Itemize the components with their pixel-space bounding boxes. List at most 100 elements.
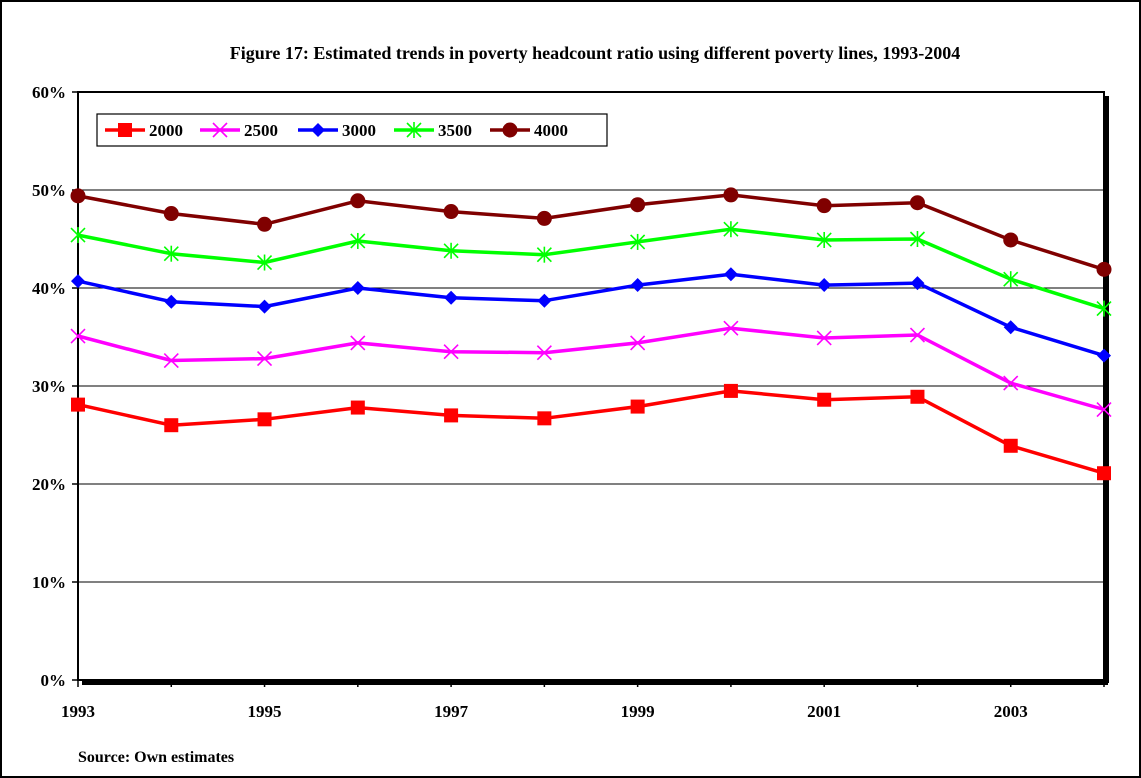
data-point	[817, 392, 832, 407]
series-2000	[71, 383, 1111, 481]
data-point	[536, 345, 552, 361]
data-point-stroke	[630, 335, 646, 351]
data-point	[164, 418, 179, 433]
x-tick-label: 1993	[61, 702, 95, 721]
data-point	[630, 233, 646, 250]
data-point	[444, 408, 459, 423]
data-point	[350, 232, 366, 249]
legend-label: 3000	[342, 121, 376, 140]
data-point	[163, 245, 179, 262]
legend-marker-stroke	[212, 122, 228, 138]
data-point	[256, 254, 273, 271]
series-line-2000	[77, 389, 1105, 475]
legend-item-4000: 4000	[490, 121, 568, 140]
data-point-stroke	[350, 335, 366, 351]
data-point	[909, 231, 926, 247]
data-point	[350, 335, 366, 351]
series-4000	[70, 187, 1112, 277]
data-point	[817, 278, 832, 293]
data-point	[816, 231, 832, 248]
data-point	[1003, 271, 1019, 288]
data-point	[1097, 466, 1111, 481]
data-point	[630, 335, 646, 351]
y-tick-label: 10%	[32, 573, 66, 592]
y-tick-label: 60%	[32, 83, 66, 102]
data-point	[444, 290, 459, 305]
data-point	[71, 274, 85, 289]
legend-label: 4000	[534, 121, 568, 140]
plot-area	[77, 91, 1105, 681]
data-point	[910, 389, 925, 404]
series-3500	[70, 221, 1112, 317]
data-point-stroke	[163, 352, 179, 369]
data-point-stroke	[443, 344, 459, 360]
y-tick-label: 0%	[41, 671, 67, 690]
data-point-stroke	[909, 327, 926, 343]
data-point	[816, 330, 832, 346]
data-point	[1096, 261, 1112, 277]
series-line-3500	[77, 227, 1105, 311]
legend-label: 2500	[244, 121, 278, 140]
series-line-2500	[77, 326, 1105, 412]
data-point	[630, 399, 645, 414]
data-point	[723, 267, 738, 282]
data-point	[536, 246, 552, 263]
y-axis-tick-labels: 0% 10% 20% 30% 40% 50% 60%	[32, 83, 66, 690]
data-point	[257, 216, 273, 232]
data-point	[443, 242, 459, 259]
data-point	[443, 204, 459, 220]
data-point	[71, 397, 85, 412]
y-tick-label: 20%	[32, 475, 66, 494]
data-point-stroke	[256, 350, 273, 367]
series-2500	[70, 320, 1112, 418]
series-line-3000	[77, 272, 1105, 358]
data-point	[70, 188, 86, 204]
data-point	[723, 221, 739, 238]
legend-marker	[502, 122, 518, 138]
legend: 2000 2500 3000 3500 4000	[96, 113, 608, 147]
x-tick-label: 2001	[807, 702, 841, 721]
data-point	[350, 400, 365, 415]
y-tick-label: 40%	[32, 279, 66, 298]
y-tick-label: 50%	[32, 181, 66, 200]
data-point	[1003, 438, 1018, 453]
data-point-stroke	[1096, 401, 1112, 418]
data-point	[1003, 375, 1019, 391]
data-point	[630, 197, 646, 213]
legend-item-2500: 2500	[200, 121, 278, 140]
data-point	[1096, 401, 1112, 418]
data-point	[1096, 300, 1112, 317]
data-point	[70, 227, 86, 244]
data-point	[909, 195, 925, 211]
x-tick-label: 1997	[434, 702, 469, 721]
legend-label: 2000	[149, 121, 183, 140]
legend-marker	[406, 122, 422, 138]
data-point-stroke	[536, 345, 552, 361]
data-point	[1097, 348, 1111, 363]
data-point-stroke	[723, 320, 739, 336]
y-tick-label: 30%	[32, 377, 66, 396]
x-tick-label: 1999	[621, 702, 655, 721]
axes	[72, 91, 1109, 687]
legend-label: 3500	[438, 121, 472, 140]
data-point	[909, 327, 926, 343]
data-point	[723, 383, 738, 398]
chart-title: Figure 17: Estimated trends in poverty h…	[230, 43, 960, 63]
data-point	[723, 320, 739, 336]
data-point	[350, 281, 365, 295]
gridlines	[78, 189, 1104, 583]
x-axis-tick-labels: 1993 1995 1997 1999 2001 2003	[61, 702, 1028, 721]
legend-item-3500: 3500	[394, 121, 472, 140]
legend-marker	[311, 123, 325, 137]
series-3000	[71, 267, 1111, 363]
series-layer	[70, 187, 1112, 481]
data-point	[723, 187, 739, 203]
data-point-stroke	[816, 330, 832, 346]
data-point	[536, 210, 552, 226]
data-point-stroke	[70, 328, 86, 344]
data-point	[537, 411, 552, 426]
data-point	[1003, 320, 1018, 335]
data-point-stroke	[1003, 375, 1019, 391]
data-point	[350, 193, 366, 209]
